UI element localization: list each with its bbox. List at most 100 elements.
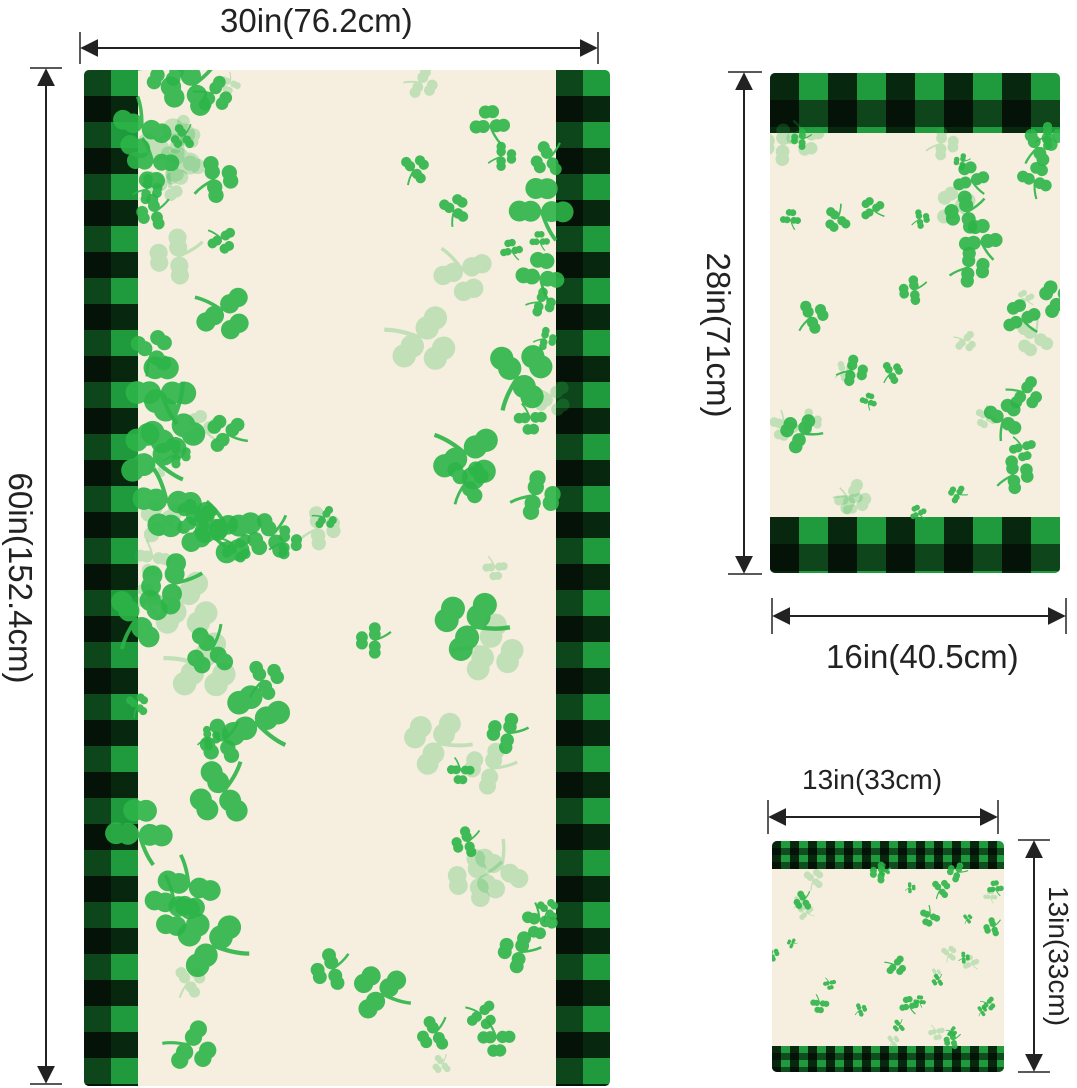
shamrock-icon	[477, 1019, 516, 1057]
shamrock-icon	[175, 966, 206, 999]
shamrock-icon	[931, 968, 942, 979]
shamrock-icon	[404, 712, 474, 775]
shamrock-icon	[1008, 436, 1036, 462]
shamrock-icon	[779, 209, 802, 231]
shamrock-icon	[835, 354, 868, 387]
shamrock-icon	[149, 228, 204, 285]
shamrock-icon	[1017, 162, 1052, 200]
shamrock-icon	[475, 838, 529, 899]
shamrock-icon	[932, 879, 951, 900]
shamrock-icon	[780, 414, 824, 454]
shamrock-icon	[861, 197, 885, 220]
shamrock-icon	[490, 345, 553, 411]
shamrock-icon	[508, 177, 574, 242]
shamrock-icon	[132, 467, 202, 538]
bath-towel-right-border	[556, 70, 610, 1086]
shamrock-icon	[193, 155, 239, 203]
shamrock-icon	[434, 592, 511, 661]
shamrock-icon	[925, 126, 959, 161]
shamrock-icon	[823, 977, 837, 990]
shamrock-icon	[983, 917, 1002, 937]
shamrock-icon	[137, 70, 184, 90]
shamrock-icon	[945, 1026, 957, 1037]
hand-towel-shamrock-pattern	[770, 119, 1060, 520]
shamrock-icon	[439, 194, 469, 227]
hand-towel-bottom-border	[770, 517, 1060, 573]
shamrock-icon	[497, 931, 542, 974]
wash-width-arrow-icon	[767, 800, 999, 834]
shamrock-icon	[944, 190, 986, 234]
shamrock-icon	[975, 404, 997, 429]
shamrock-icon	[770, 409, 800, 441]
shamrock-icon	[141, 553, 204, 615]
bath-height-arrow-icon	[30, 67, 62, 1085]
shamrock-icon	[221, 685, 291, 747]
shamrock-icon	[126, 136, 180, 189]
shamrock-icon	[417, 1016, 449, 1050]
shamrock-icon	[525, 287, 556, 317]
bath-towel	[84, 70, 610, 1086]
shamrock-icon	[500, 238, 523, 261]
shamrock-icon	[996, 455, 1034, 495]
shamrock-icon	[913, 995, 926, 1008]
shamrock-icon	[136, 193, 170, 230]
shamrock-icon	[187, 623, 234, 674]
shamrock-icon	[157, 853, 221, 920]
shamrock-icon	[825, 203, 851, 232]
bath-towel-left-border	[84, 70, 138, 1086]
shamrock-icon	[980, 996, 996, 1011]
shamrock-icon	[451, 826, 481, 858]
shamrock-icon	[486, 712, 530, 755]
washcloth-bottom-border	[772, 1046, 1004, 1072]
shamrock-icon	[1003, 299, 1041, 333]
shamrock-icon	[1039, 280, 1060, 318]
shamrock-icon	[447, 849, 504, 908]
shamrock-icon	[892, 1018, 905, 1032]
shamrock-icon	[177, 912, 250, 978]
shamrock-icon	[834, 361, 854, 382]
shamrock-icon	[834, 487, 863, 515]
shamrock-icon	[772, 947, 780, 962]
shamrock-icon	[268, 525, 302, 560]
bath-width-arrow-icon	[79, 32, 599, 64]
shamrock-icon	[509, 470, 561, 520]
shamrock-icon	[469, 105, 511, 145]
hand-height-label: 28in(71cm)	[700, 252, 737, 418]
bath-towel-shamrock-pattern	[105, 70, 574, 1073]
shamrock-icon	[953, 153, 971, 171]
bath-height-label: 60in(152.4cm)	[2, 472, 39, 684]
shamrock-icon	[987, 880, 1004, 897]
shamrock-icon	[356, 622, 392, 659]
shamrock-icon	[899, 995, 919, 1015]
shamrock-icon	[798, 300, 829, 334]
shamrock-icon	[832, 478, 872, 515]
shamrock-icon	[194, 287, 249, 340]
shamrock-icon	[910, 504, 927, 520]
shamrock-icon	[162, 1020, 217, 1069]
shamrock-icon	[130, 330, 172, 377]
hand-width-arrow-icon	[771, 598, 1067, 634]
shamrock-icon	[384, 306, 456, 370]
shamrock-icon	[432, 1053, 451, 1073]
shamrock-icon	[887, 1035, 900, 1049]
shamrock-icon	[105, 799, 173, 867]
shamrock-icon	[928, 1024, 945, 1041]
shamrock-icon	[1034, 121, 1060, 151]
shamrock-icon	[943, 1030, 962, 1050]
shamrock-icon	[1005, 376, 1042, 409]
shamrock-icon	[882, 361, 903, 385]
wash-width-label: 13in(33cm)	[802, 764, 943, 795]
shamrock-icon	[207, 227, 236, 254]
shamrock-icon	[962, 954, 980, 970]
shamrock-icon	[787, 938, 798, 949]
shamrock-icon	[522, 902, 558, 940]
hand-width-label: 16in(40.5cm)	[826, 638, 1019, 675]
hand-towel-top-border	[770, 73, 1060, 133]
shamrock-icon	[791, 128, 813, 150]
shamrock-icon	[463, 742, 518, 795]
shamrock-icon	[310, 948, 350, 990]
shamrock-icon	[795, 408, 822, 435]
shamrock-icon	[810, 994, 830, 1014]
shamrock-icon	[207, 414, 248, 452]
